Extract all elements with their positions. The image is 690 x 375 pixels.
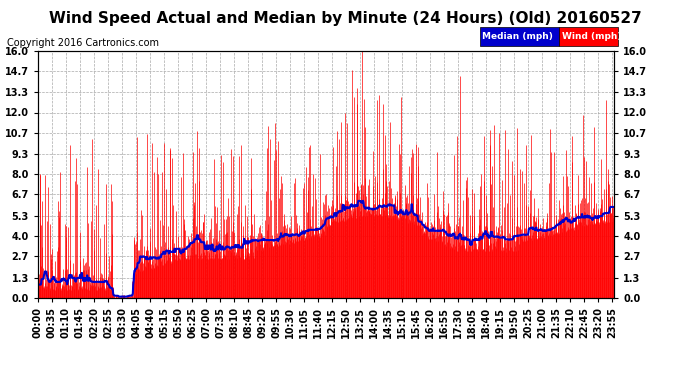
Text: Median (mph): Median (mph)	[482, 32, 553, 41]
Text: Copyright 2016 Cartronics.com: Copyright 2016 Cartronics.com	[7, 38, 159, 48]
Text: Wind Speed Actual and Median by Minute (24 Hours) (Old) 20160527: Wind Speed Actual and Median by Minute (…	[48, 11, 642, 26]
Text: Wind (mph): Wind (mph)	[562, 32, 621, 41]
